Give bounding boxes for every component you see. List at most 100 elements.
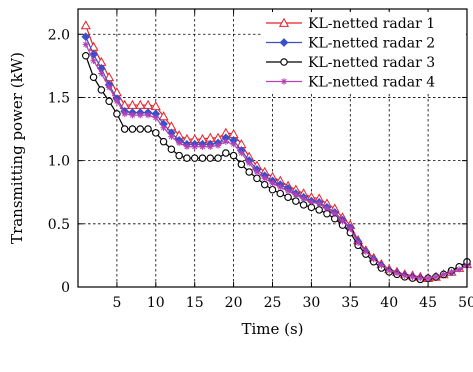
data-point [331, 210, 338, 217]
series-layer [80, 20, 473, 284]
data-point [152, 129, 160, 137]
data-point [206, 154, 215, 162]
legend-item: KL-netted radar 4 [266, 75, 435, 91]
data-point [315, 206, 323, 214]
data-point [284, 187, 292, 195]
y-tick-label: 0.5 [48, 217, 70, 233]
y-tick-label: 1.0 [48, 154, 70, 170]
data-point [105, 97, 113, 105]
data-point [278, 17, 290, 27]
data-point [238, 149, 245, 157]
x-tick-label: 30 [302, 295, 320, 311]
x-tick-label: 50 [458, 295, 473, 311]
data-point [456, 266, 463, 273]
x-tick-label: 25 [264, 295, 282, 311]
data-point [198, 154, 207, 162]
data-point [81, 32, 91, 42]
data-point [432, 273, 440, 281]
data-point [237, 160, 246, 169]
data-point [144, 125, 152, 133]
tick-labels: 5 10 15 20 25 30 35 40 45 50 0 0.5 1.0 1.5 2.0 [48, 27, 473, 311]
data-point [152, 114, 159, 121]
legend-item: KL-netted radar 3 [266, 55, 435, 71]
legend: KL-netted radar 1 KL-netted radar 2 KL-net… [262, 12, 466, 94]
data-point [160, 124, 167, 131]
data-point [229, 151, 238, 160]
data-point [393, 269, 401, 277]
data-point [280, 78, 288, 85]
data-point [323, 205, 331, 212]
data-point [269, 180, 276, 187]
data-point [276, 189, 285, 198]
data-point [113, 98, 121, 105]
data-point [292, 191, 300, 198]
x-tick-label: 5 [112, 295, 121, 311]
data-point [339, 218, 346, 225]
data-point [280, 58, 288, 66]
data-point [424, 274, 432, 282]
data-point [315, 200, 323, 207]
legend-label: KL-netted radar 2 [308, 36, 435, 52]
data-point [105, 84, 113, 91]
data-point [292, 197, 300, 205]
data-point [386, 267, 393, 274]
data-point [409, 273, 416, 281]
legend-item: KL-netted radar 1 [266, 16, 435, 32]
series-4 [82, 41, 471, 282]
y-tick-label: 2.0 [48, 27, 70, 43]
data-point [199, 143, 206, 150]
data-point [183, 154, 191, 162]
data-point [268, 185, 277, 194]
data-point [370, 256, 377, 263]
data-point [137, 111, 144, 119]
x-tick-label: 20 [225, 295, 243, 311]
x-tick-label: 10 [147, 295, 165, 311]
data-point [401, 272, 408, 279]
data-point [136, 125, 144, 133]
data-point [284, 193, 292, 202]
data-point [253, 168, 261, 176]
data-point [183, 143, 191, 150]
data-point [120, 125, 129, 133]
data-point [308, 199, 315, 206]
legend-label: KL-netted radar 1 [308, 16, 435, 32]
data-point [168, 133, 175, 140]
data-point [121, 110, 128, 118]
data-point [191, 143, 198, 150]
x-tick-label: 35 [341, 295, 359, 311]
x-tick-label: 15 [186, 295, 204, 311]
data-point [167, 145, 176, 154]
data-point [97, 86, 106, 94]
data-point [277, 183, 284, 191]
data-point [354, 239, 362, 246]
data-point [207, 143, 214, 150]
data-point [214, 154, 222, 162]
legend-item: KL-netted radar 2 [266, 36, 435, 52]
x-tick-label: 45 [419, 295, 437, 311]
data-point [129, 111, 136, 119]
y-tick-label: 0 [61, 280, 70, 296]
data-point [222, 138, 230, 145]
data-point [159, 137, 168, 146]
y-tick-label: 1.5 [48, 90, 70, 106]
y-axis-label: Transmitting power (kW) [8, 52, 26, 244]
data-point [347, 225, 354, 233]
data-point [82, 52, 90, 60]
data-point [89, 73, 98, 81]
data-point [299, 201, 308, 209]
data-point [440, 271, 447, 278]
legend-background [262, 12, 466, 94]
data-point [230, 141, 237, 148]
data-point [128, 125, 137, 133]
data-point [245, 159, 253, 167]
data-point [261, 175, 268, 182]
data-point [175, 139, 183, 147]
data-point [378, 262, 385, 269]
data-point [417, 274, 424, 282]
legend-label: KL-netted radar 4 [308, 75, 435, 91]
data-point [245, 168, 253, 176]
data-point [175, 151, 183, 160]
data-point [279, 38, 289, 47]
legend-label: KL-netted radar 3 [308, 55, 435, 71]
